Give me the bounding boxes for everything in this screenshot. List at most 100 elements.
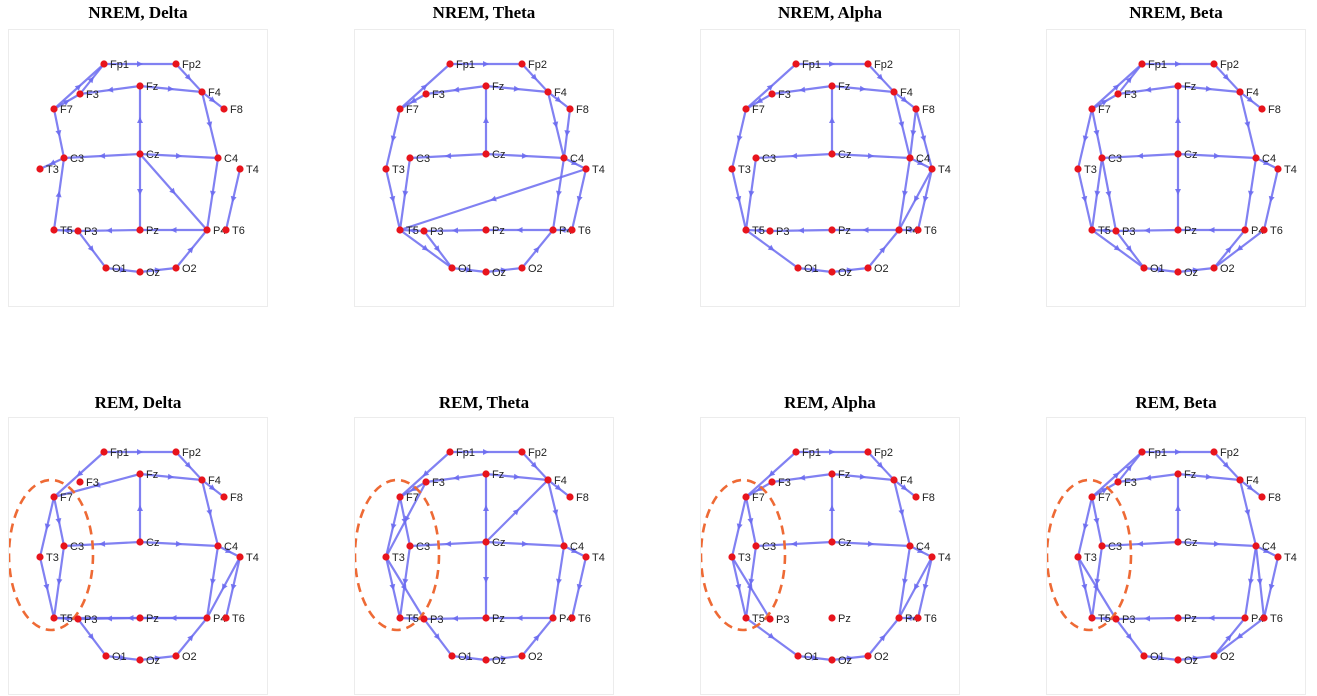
edge-arrow-icon [400,583,407,591]
electrode-node-T4 [582,553,590,561]
electrode-label: O1 [1150,651,1165,663]
electrode-label: Cz [146,537,159,549]
electrode-node-O2 [518,652,526,660]
electrode-label: Cz [1184,537,1197,549]
edge-arrow-icon [829,505,835,511]
electrode-node-T5 [742,226,750,234]
electrode-label: Pz [146,613,159,625]
edge-arrow-icon [1225,634,1232,642]
electrode-node-T4 [928,553,936,561]
electrode-label: C4 [916,541,930,553]
edge-arrow-icon [1268,195,1275,203]
electrode-node-F3 [768,90,776,98]
edge-arrow-icon [746,583,753,591]
edge-arrow-icon [756,97,764,103]
edge-arrow-icon [390,523,397,530]
edge-arrow-icon [516,615,523,621]
electrode-label: O1 [804,651,819,663]
electrode-label: C3 [1108,541,1122,553]
edge-arrow-icon [1192,655,1199,662]
electrode-label: Cz [492,537,505,549]
edge-arrow-icon [1081,195,1088,203]
edge-arrow-icon [1092,583,1099,591]
edge-arrow-icon [811,654,818,661]
electrode-node-F3 [76,478,84,486]
edge-arrow-icon [876,73,884,81]
electrode-label: F3 [86,477,99,489]
electrode-label: T4 [246,164,259,176]
electrode-label: T5 [406,613,419,625]
edge-arrow-icon [402,578,409,585]
electrode-node-C4 [214,154,222,162]
edge-arrow-icon [876,461,884,469]
edge-arrow-icon [1225,246,1232,254]
edge-arrow-icon [1144,615,1151,622]
electrode-node-O1 [1140,652,1148,660]
edge-arrow-icon [555,578,562,585]
edge-arrow-icon [62,100,70,106]
edge-arrow-icon [1125,76,1132,84]
edge-arrow-icon [453,474,460,481]
edge-arrow-icon [1081,583,1088,591]
electrode-node-T4 [582,165,590,173]
edge-arrow-icon [879,246,886,254]
edge-arrow-icon [1125,245,1132,252]
edge-arrow-icon [230,583,237,591]
electrode-label: C4 [1262,153,1276,165]
electrode-node-Pz [1174,614,1182,622]
edge-arrow-icon [170,227,177,233]
electrode-label: C3 [70,541,84,553]
edge-arrow-icon [1213,152,1220,159]
edge-arrow-icon [1137,152,1144,159]
electrode-node-Oz [828,268,836,276]
electrode-label: C4 [570,541,584,553]
electrode-node-P4 [1241,614,1249,622]
network-panel: Fp1 Fp2 F7 F3 Fz F4 F8 T3 C3 Cz C4 T4 T5 P3 Pz P4 T6 O1 Oz… [8,417,268,695]
edge-arrow-icon [564,130,571,137]
electrode-node-Fp2 [172,448,180,456]
electrode-label: Cz [492,149,505,161]
electrode-label: Fz [492,469,504,481]
electrode-label: F7 [406,104,419,116]
edge-arrow-icon [1100,100,1108,106]
electrode-label: T3 [738,164,751,176]
electrode-node-P4 [203,614,211,622]
edge-arrow-icon [798,227,805,234]
edge-arrow-icon [916,547,924,553]
edge-arrow-icon [530,73,538,81]
panel-title: REM, Beta [1135,393,1217,412]
electrode-label: P3 [430,614,443,626]
electrode-node-T3 [382,553,390,561]
network-panel: Fp1 Fp2 F7 F3 Fz F4 F8 T3 C3 Cz C4 T4 T5 P3 Pz P4 T6 O1 Oz… [354,29,614,307]
electrode-node-C4 [906,154,914,162]
panel-title: REM, Delta [94,393,182,412]
edge-arrow-icon [736,523,743,530]
electrode-node-F7 [396,493,404,501]
edge-arrow-icon [829,449,835,455]
network-panel: Fp1 Fp2 F7 F3 Fz F4 F8 T3 C3 Cz C4 T4 T5 P3 Pz P4 T6 O1 Oz… [1046,29,1306,307]
electrode-label: F3 [86,89,99,101]
electrode-node-F7 [742,105,750,113]
electrode-label: O2 [1220,263,1235,275]
electrode-node-C4 [1252,542,1260,550]
edge-arrow-icon [445,540,452,547]
electrode-label: T5 [752,225,765,237]
electrode-node-F7 [742,493,750,501]
electrode-node-Oz [482,268,490,276]
edge-arrow-icon [1125,633,1132,640]
electrode-label: F7 [1098,104,1111,116]
electrode-node-C3 [406,154,414,162]
electrode-node-Cz [482,538,490,546]
edge-arrow-icon [755,227,762,234]
electrode-label: Fp1 [802,59,821,71]
electrode-node-C4 [1252,154,1260,162]
edge-arrow-icon [1246,484,1254,491]
electrode-label: Oz [1184,267,1198,279]
electrode-node-O1 [448,652,456,660]
edge-arrow-icon [433,633,440,640]
electrode-node-Fp2 [518,60,526,68]
electrode-node-Fz [482,470,490,478]
electrode-label: T3 [1084,552,1097,564]
electrode-node-Fp2 [1210,60,1218,68]
electrode-label: T4 [592,552,605,564]
